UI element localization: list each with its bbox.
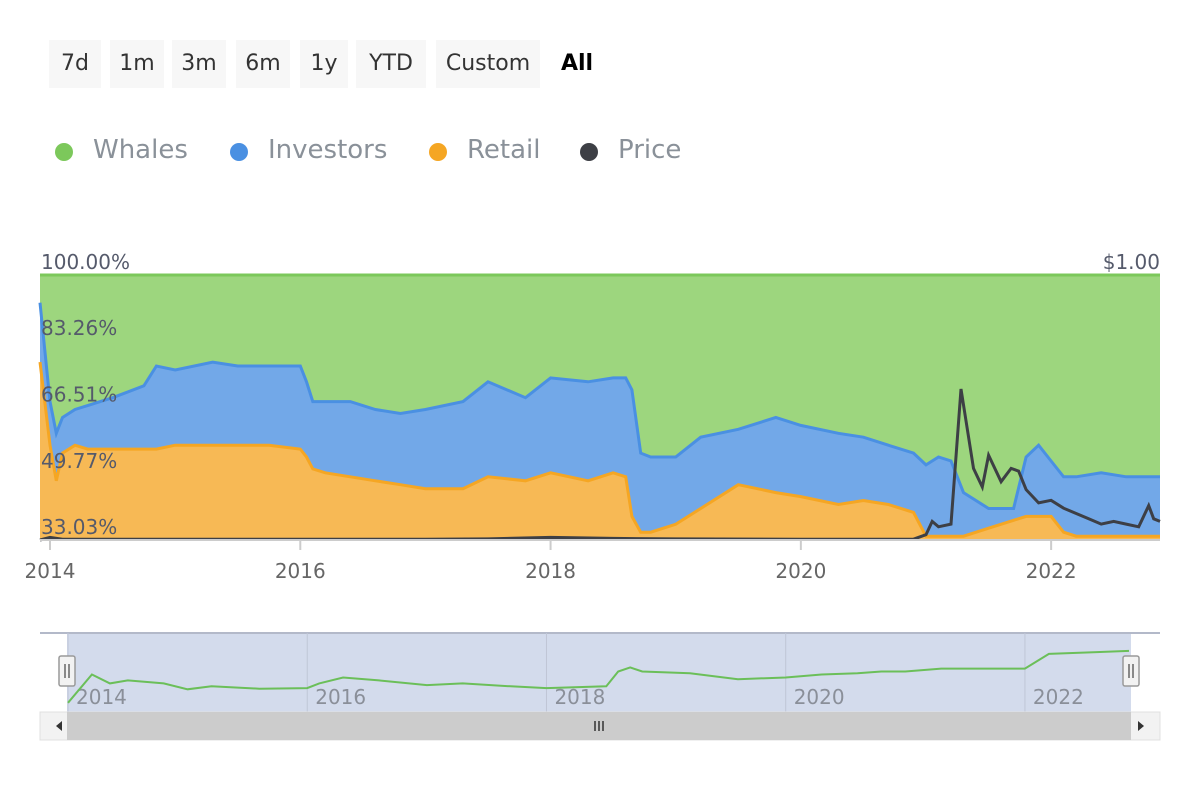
- x-tick-label: 2020: [775, 559, 826, 583]
- y-tick-label: 83.26%: [41, 316, 117, 340]
- y-tick-label: 100.00%: [41, 250, 130, 274]
- scroll-left-icon[interactable]: [56, 721, 62, 731]
- plot-areas: [38, 273, 1160, 540]
- range-button-ytd[interactable]: YTD: [356, 40, 426, 88]
- y-tick-label: 49.77%: [41, 449, 117, 473]
- legend-dot-icon: [429, 143, 447, 161]
- x-tick-label: 2016: [275, 559, 326, 583]
- legend-item-price[interactable]: Price: [580, 132, 700, 168]
- x-tick-label: 2014: [25, 559, 76, 583]
- navigator[interactable]: 2014 2016 2018 2020 2022: [0, 620, 1200, 750]
- y-right-tick-label: $1.00: [1103, 250, 1160, 274]
- range-button-all[interactable]: All: [560, 51, 594, 76]
- legend-dot-icon: [580, 143, 598, 161]
- legend-label: Investors: [268, 135, 388, 165]
- navigator-left-handle[interactable]: [58, 655, 76, 687]
- range-button-6m[interactable]: 6m: [236, 40, 290, 88]
- plot-price: [39, 388, 1161, 542]
- navigator-tick-label: 2018: [554, 685, 605, 709]
- legend-label: Whales: [93, 135, 188, 165]
- scroll-right-icon[interactable]: [1138, 721, 1144, 731]
- area-line-investors: [38, 302, 1160, 510]
- navigator-tick-label: 2016: [315, 685, 366, 709]
- range-button-custom[interactable]: Custom: [436, 40, 540, 88]
- navigator-tick-label: 2014: [76, 685, 127, 709]
- scrollbar-grip-icon: [594, 721, 604, 731]
- navigator-selection[interactable]: [67, 633, 1131, 712]
- legend-dot-icon: [230, 143, 248, 161]
- area-retail: [40, 362, 1160, 540]
- range-button-7d[interactable]: 7d: [49, 40, 101, 88]
- legend-label: Price: [618, 135, 682, 165]
- legend-item-retail[interactable]: Retail: [429, 132, 559, 168]
- legend-item-investors[interactable]: Investors: [230, 132, 400, 168]
- x-tick-label: 2022: [1026, 559, 1077, 583]
- navigator-line: [67, 649, 1130, 704]
- holders-chart: 2014 2016 2018 2020 2022 33.03% 49.77% 66.51% 83…: [25, 250, 1161, 583]
- range-button-1m[interactable]: 1m: [110, 40, 164, 88]
- x-tick-label: 2018: [525, 559, 576, 583]
- range-button-1y[interactable]: 1y: [300, 40, 348, 88]
- y-tick-label: 33.03%: [41, 515, 117, 539]
- navigator-right-handle[interactable]: [1122, 655, 1140, 687]
- range-button-3m[interactable]: 3m: [172, 40, 226, 88]
- navigator-tick-label: 2022: [1033, 685, 1084, 709]
- axes: 2014 2016 2018 2020 2022 33.03% 49.77% 66.51% 83…: [25, 250, 1160, 583]
- y-tick-label: 66.51%: [41, 383, 117, 407]
- legend-item-whales[interactable]: Whales: [55, 132, 195, 168]
- area-line-retail: [38, 361, 1160, 538]
- navigator-content: 2014 2016 2018 2020 2022: [39, 632, 1161, 741]
- navigator-tick-label: 2020: [794, 685, 845, 709]
- legend-label: Retail: [467, 135, 541, 165]
- price-line: [39, 388, 1161, 542]
- legend-dot-icon: [55, 143, 73, 161]
